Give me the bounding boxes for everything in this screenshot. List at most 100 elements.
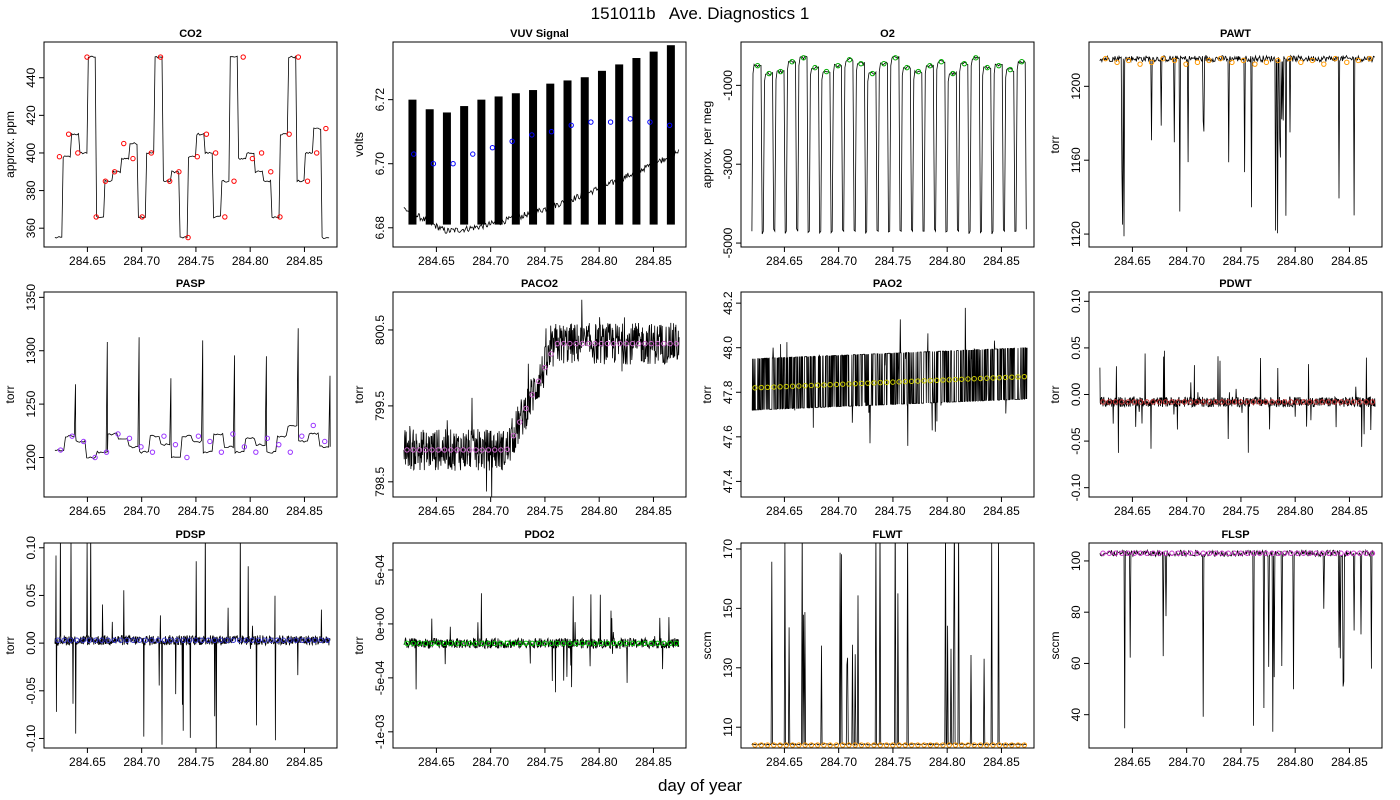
data-point-o2	[789, 59, 795, 65]
data-point-pao2	[1015, 374, 1021, 380]
data-point-co2	[84, 54, 90, 60]
data-point-pao2	[902, 378, 909, 385]
data-point-pawt	[1332, 55, 1338, 62]
data-point-flsp	[1275, 550, 1282, 556]
y-tick-label-vuv: 6.68	[373, 216, 387, 240]
data-point-pdo2	[485, 640, 492, 647]
x-tick-label-co2: 284.80	[232, 254, 269, 268]
x-tick-label-paco2: 284.75	[527, 504, 564, 518]
data-point-o2	[1007, 66, 1013, 73]
data-point-pdwt	[1250, 399, 1257, 405]
vuv-spike-band	[425, 109, 434, 225]
data-point-pawt	[1125, 57, 1132, 64]
data-point-pdsp	[318, 637, 324, 643]
panel-frame-pawt	[1088, 41, 1383, 248]
data-point-flsp	[1231, 550, 1238, 556]
series-line-flsp	[1099, 548, 1376, 732]
data-point-o2	[858, 60, 864, 67]
x-tick-label-paco2: 284.80	[581, 504, 618, 518]
x-tick-label-pdo2: 284.85	[635, 755, 672, 769]
data-point-pao2	[971, 376, 977, 382]
data-point-paco2	[510, 432, 517, 439]
data-point-co2	[157, 54, 164, 60]
data-point-flwt	[827, 742, 833, 748]
x-tick-label-pao2: 284.70	[820, 504, 857, 518]
data-point-pdsp	[268, 637, 274, 643]
data-point-paco2	[504, 446, 510, 453]
data-point-flwt	[990, 742, 996, 748]
data-point-vuv	[489, 145, 496, 151]
data-point-flwt	[965, 742, 971, 748]
data-point-paco2	[535, 378, 542, 384]
data-point-flwt	[959, 742, 965, 748]
x-tick-label-pdsp: 284.65	[69, 755, 106, 769]
data-point-paco2	[579, 340, 586, 347]
vuv-spike-band	[442, 112, 451, 225]
panel-frame-flsp	[1088, 542, 1383, 749]
data-point-pdo2	[636, 640, 642, 647]
data-point-flsp	[1200, 550, 1206, 556]
data-point-flwt	[933, 742, 940, 748]
data-point-flsp	[1344, 550, 1350, 556]
y-tick-label-pasp: 1200	[24, 444, 38, 471]
data-point-pdsp	[224, 637, 230, 643]
data-point-flwt	[971, 742, 977, 748]
data-point-pawt	[1298, 59, 1304, 66]
y-tick-label-pao2: 47.4	[721, 469, 735, 493]
panel-frame-o2	[740, 41, 1035, 248]
data-point-pasp	[310, 422, 316, 429]
data-point-pdwt	[1269, 399, 1275, 405]
panel-frame-flwt	[740, 542, 1035, 749]
plot-area-flsp	[1099, 548, 1376, 732]
data-point-pdo2	[479, 640, 485, 647]
x-tick-label-vuv: 284.75	[527, 254, 564, 268]
data-point-flwt	[777, 742, 783, 748]
data-point-paco2	[542, 364, 548, 371]
data-point-paco2	[460, 447, 467, 453]
data-point-flsp	[1162, 550, 1169, 556]
y-tick-label-flwt: 130	[721, 657, 735, 677]
data-point-flsp	[1332, 550, 1338, 556]
series-line-vuv	[403, 149, 679, 234]
data-point-pdo2	[548, 640, 554, 647]
data-point-pdo2	[567, 640, 573, 647]
data-point-pdwt	[1263, 399, 1269, 405]
data-point-pao2	[764, 384, 771, 390]
x-tick-label-pdsp: 284.85	[286, 755, 323, 769]
data-point-paco2	[667, 340, 673, 347]
vuv-spike-band	[511, 93, 520, 225]
data-point-pdsp	[111, 637, 118, 643]
data-point-paco2	[598, 340, 604, 347]
data-point-pawt	[1321, 61, 1327, 67]
x-tick-label-o2: 284.75	[875, 254, 912, 268]
data-point-pdwt	[1156, 399, 1163, 405]
data-point-pdo2	[423, 640, 429, 647]
data-point-pdo2	[523, 640, 529, 647]
y-tick-label-paco2: 800.5	[373, 315, 387, 345]
data-point-pdwt	[1332, 399, 1338, 405]
data-point-paco2	[648, 340, 654, 347]
data-point-flwt	[833, 742, 840, 748]
y-tick-label-flwt: 170	[721, 539, 735, 559]
panel-pasp: PASP torr 284.65 284.70 284.75 284.80 284.85 12…	[3, 278, 338, 518]
data-point-pdwt	[1281, 399, 1288, 405]
data-point-pawt	[1137, 61, 1143, 67]
y-tick-label-paco2: 798.5	[373, 466, 387, 496]
x-tick-label-pdsp: 284.80	[232, 755, 269, 769]
data-point-pao2	[921, 378, 927, 384]
x-tick-label-pdo2: 284.80	[581, 755, 618, 769]
data-point-flwt	[752, 742, 758, 748]
data-point-pdo2	[623, 640, 629, 647]
y-tick-label-pdwt: -0.10	[1069, 474, 1083, 502]
data-point-pdwt	[1256, 399, 1263, 405]
data-point-co2	[212, 150, 219, 156]
x-tick-label-pdsp: 284.70	[123, 755, 160, 769]
data-point-pawt	[1194, 59, 1201, 66]
data-point-o2	[984, 64, 990, 71]
data-point-pdo2	[661, 640, 667, 647]
data-point-flsp	[1244, 550, 1250, 556]
data-point-paco2	[548, 351, 554, 357]
x-tick-label-co2: 284.75	[178, 254, 215, 268]
data-point-flsp	[1325, 550, 1332, 556]
x-tick-label-pao2: 284.85	[983, 504, 1020, 518]
